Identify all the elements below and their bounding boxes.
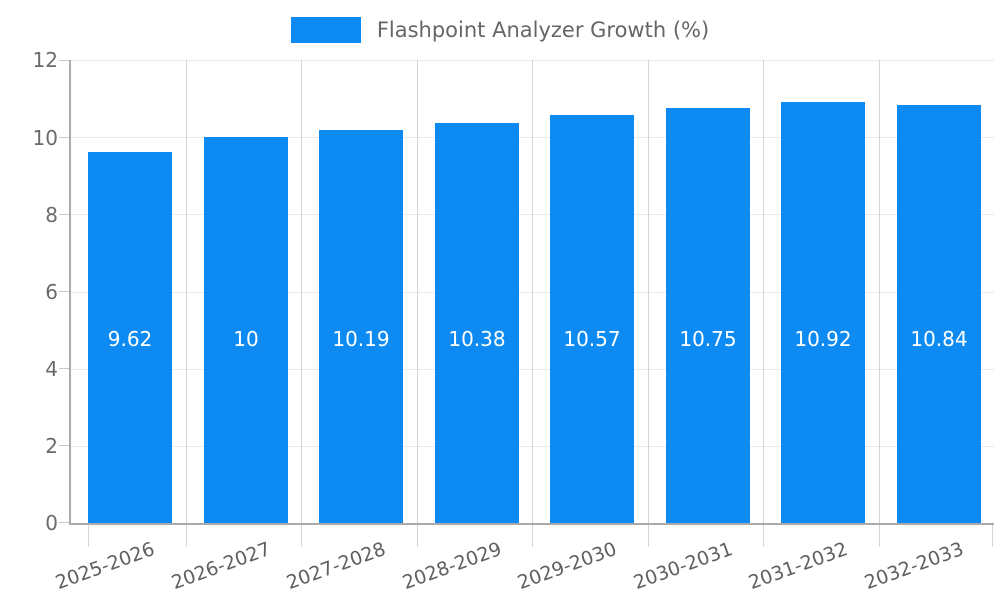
bar-value-label: 9.62 [107, 327, 153, 351]
chart-legend: Flashpoint Analyzer Growth (%) [0, 12, 1000, 48]
x-axis-tick [532, 525, 533, 547]
gridline-vertical [763, 60, 764, 523]
bar-value-label: 10.75 [679, 327, 737, 351]
gridline-vertical [186, 60, 187, 523]
legend-label-series-0: Flashpoint Analyzer Growth (%) [376, 18, 710, 42]
bar-2025-2026[interactable]: 9.62 [88, 152, 172, 523]
bar-2029-2030[interactable]: 10.57 [550, 115, 634, 523]
gridline-vertical [532, 60, 533, 523]
x-axis-tick [992, 525, 993, 547]
bar-value-label: 10.38 [448, 327, 506, 351]
x-axis-tick [186, 525, 187, 547]
gridline-vertical [301, 60, 302, 523]
y-axis-tick [59, 291, 69, 292]
x-axis-tick [88, 525, 89, 547]
y-axis: 12 10 8 6 4 2 0 [0, 0, 69, 600]
y-axis-label: 0 [45, 511, 58, 535]
x-axis-tick [763, 525, 764, 547]
y-axis-label: 6 [45, 280, 58, 304]
y-axis-tick [59, 60, 69, 61]
gridline-vertical [879, 60, 880, 523]
x-axis-tick [301, 525, 302, 547]
y-axis-tick [59, 137, 69, 138]
gridline-vertical [648, 60, 649, 523]
y-axis-label: 2 [45, 434, 58, 458]
bar-2027-2028[interactable]: 10.19 [319, 130, 403, 523]
y-axis-tick [59, 445, 69, 446]
bar-value-label: 10.19 [332, 327, 390, 351]
bar-2028-2029[interactable]: 10.38 [435, 123, 519, 523]
x-axis-tick [417, 525, 418, 547]
y-axis-label: 8 [45, 203, 58, 227]
legend-swatch-icon [290, 17, 361, 43]
bar-2031-2032[interactable]: 10.92 [781, 102, 865, 523]
x-axis-tick [879, 525, 880, 547]
y-axis-tick [59, 368, 69, 369]
bar-value-label: 10.92 [794, 327, 852, 351]
gridline-vertical [417, 60, 418, 523]
y-axis-tick [59, 522, 69, 523]
bar-2026-2027[interactable]: 10 [204, 137, 288, 523]
bar-value-label: 10.84 [910, 327, 968, 351]
bar-value-label: 10 [233, 327, 259, 351]
y-axis-tick [59, 214, 69, 215]
bar-2030-2031[interactable]: 10.75 [666, 108, 750, 523]
bar-value-label: 10.57 [563, 327, 621, 351]
y-axis-label: 4 [45, 357, 58, 381]
bar-2032-2033[interactable]: 10.84 [897, 105, 981, 523]
y-axis-label: 10 [32, 126, 58, 150]
plot-area: 9.62 10 10.19 10.38 10.57 10.75 10.92 10… [69, 60, 994, 547]
y-axis-label: 12 [32, 48, 58, 72]
x-axis-tick [648, 525, 649, 547]
